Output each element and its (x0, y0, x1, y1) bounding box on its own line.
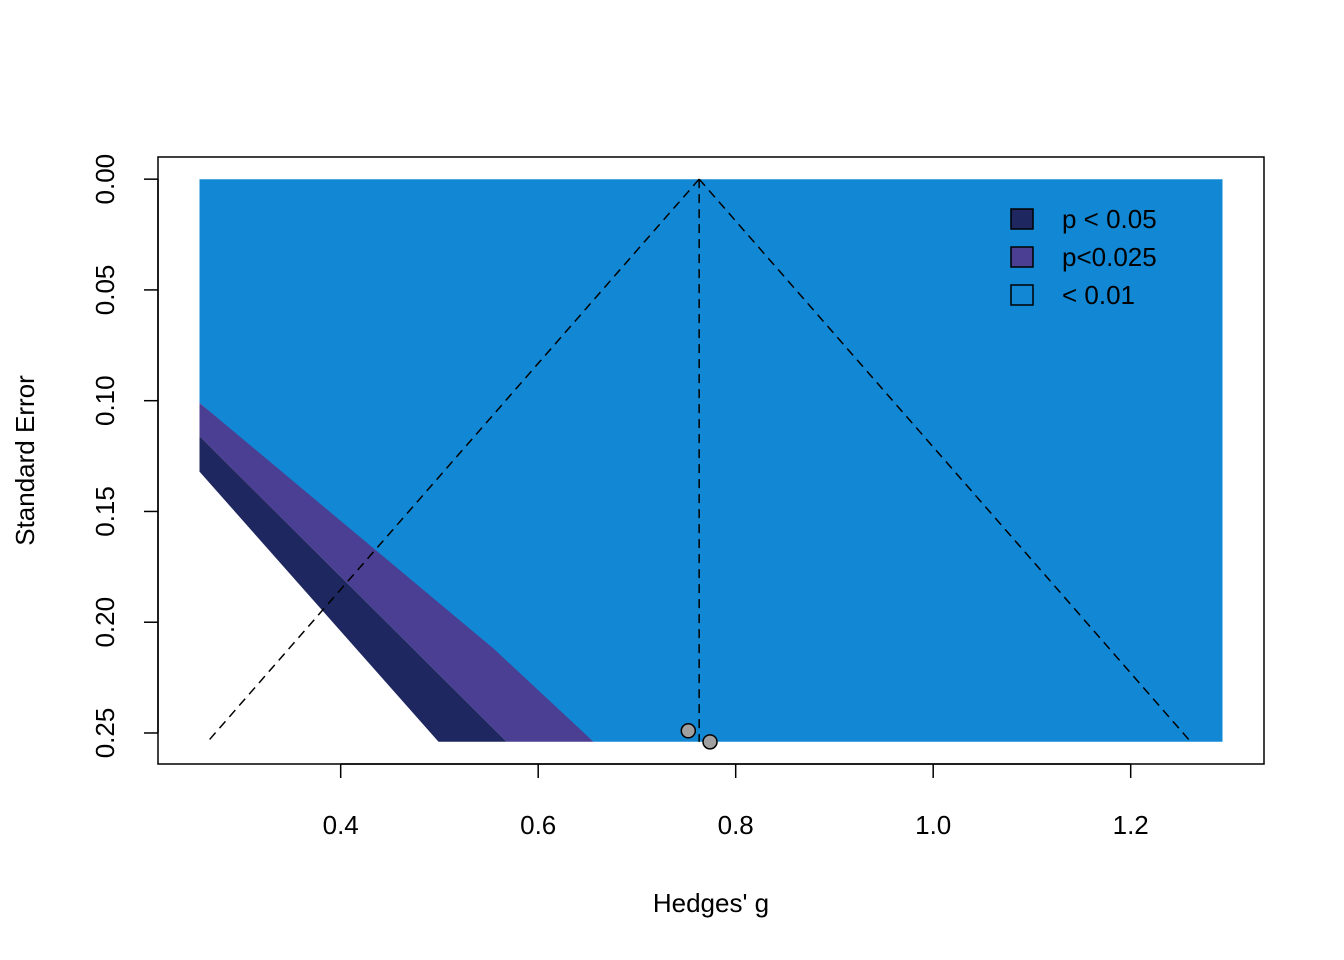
legend: p < 0.05 p<0.025 < 0.01 (1010, 204, 1157, 310)
y-tick-label: 0.10 (90, 375, 120, 426)
funnel-lines (206, 178, 1192, 743)
x-tick-label: 0.6 (520, 810, 556, 840)
funnel-right-line (698, 178, 1192, 743)
x-axis: 0.4 0.6 0.8 1.0 1.2 (323, 763, 1149, 840)
legend-label: p<0.025 (1062, 242, 1157, 272)
x-tick-label: 0.4 (323, 810, 359, 840)
legend-label: p < 0.05 (1062, 204, 1157, 234)
y-tick-label: 0.15 (90, 486, 120, 537)
region-p025 (199, 402, 594, 742)
legend-swatch (1010, 208, 1034, 230)
x-tick-label: 1.0 (915, 810, 951, 840)
contour-regions (199, 179, 1223, 742)
funnel-left-line (206, 178, 700, 743)
y-tick-label: 0.20 (90, 597, 120, 648)
data-points (680, 723, 718, 750)
region-p01 (199, 179, 1223, 742)
y-tick-label: 0.00 (90, 154, 120, 205)
x-tick-label: 1.2 (1113, 810, 1149, 840)
y-tick-label: 0.25 (90, 708, 120, 759)
legend-label: < 0.01 (1062, 280, 1135, 310)
legend-swatch (1010, 246, 1034, 268)
x-tick-label: 0.8 (718, 810, 754, 840)
y-tick-label: 0.05 (90, 265, 120, 316)
data-point (680, 723, 697, 739)
x-axis-label: Hedges' g (653, 888, 769, 918)
y-axis-label: Standard Error (10, 375, 40, 546)
y-axis: 0.00 0.05 0.10 0.15 0.20 0.25 (90, 154, 159, 759)
legend-swatch (1010, 284, 1034, 306)
data-point (702, 734, 718, 750)
region-p05 (199, 436, 507, 742)
